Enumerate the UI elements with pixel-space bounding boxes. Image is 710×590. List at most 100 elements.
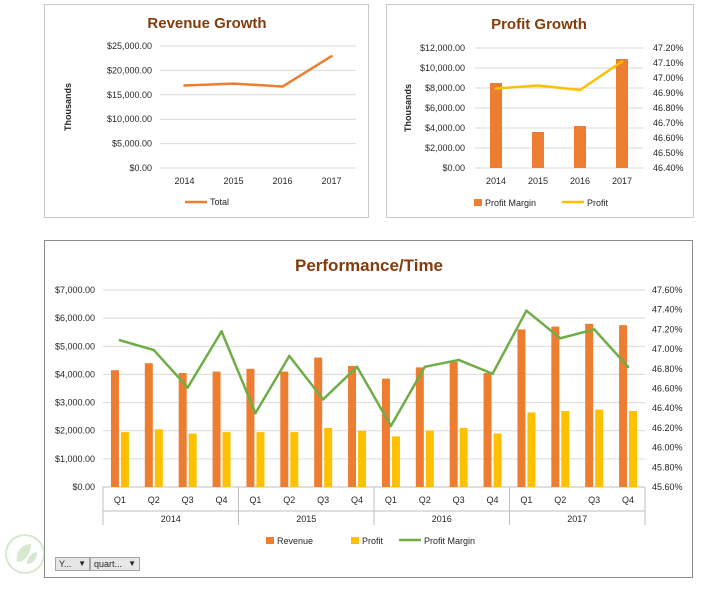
bar-profit (358, 430, 367, 487)
legend-swatch-revenue (266, 537, 274, 544)
y-tick-label: $20,000.00 (107, 65, 152, 75)
x-tick-label: Q4 (351, 495, 363, 505)
x-group-label: 2014 (161, 514, 181, 524)
series-line-profit (495, 60, 623, 92)
chart-title: Performance/Time (295, 256, 443, 275)
bar-revenue (178, 373, 187, 487)
data-point-total (330, 54, 333, 58)
legend-label-revenue: Revenue (277, 536, 313, 546)
legend-label-profit: Profit (587, 198, 609, 208)
y2-tick-label: 46.70% (653, 118, 684, 128)
y-tick-label: $6,000.00 (55, 313, 95, 323)
quarter-filter-button[interactable]: quart... ▼ (90, 557, 140, 571)
performance-time-chart-panel[interactable]: Performance/Time $0.00 $1,000.00 $2,000.00 $… (44, 240, 693, 578)
profit-growth-chart-panel[interactable]: Profit Growth Thousands $0.00 $2,000.00 $4,0… (386, 4, 694, 218)
bar-profit (595, 409, 604, 487)
legend-label-profit-margin: Profit Margin (485, 198, 536, 208)
bar-revenue (449, 361, 458, 487)
y-tick-label: $15,000.00 (107, 90, 152, 100)
bar-revenue (517, 329, 526, 487)
bar-revenue (110, 370, 119, 487)
bar-revenue (314, 357, 323, 487)
y-tick-label: $2,000.00 (425, 143, 465, 153)
x-tick-label: Q1 (114, 495, 126, 505)
bar-profit-margin (532, 132, 544, 168)
bar-profit (120, 432, 129, 487)
data-point-total (281, 85, 284, 88)
quarter-filter-label: quart... (94, 559, 123, 569)
y2-tick-label: 46.60% (652, 384, 683, 394)
x-tick-label: 2014 (174, 176, 194, 186)
y-tick-label: $0.00 (129, 163, 152, 173)
dropdown-arrow-icon: ▼ (128, 559, 136, 568)
bar-revenue (280, 371, 289, 487)
revenue-growth-chart-panel[interactable]: Revenue Growth Thousands $0.00 $5,000.00 $10… (44, 4, 369, 218)
x-group-label: 2017 (567, 514, 587, 524)
x-tick-label: Q1 (249, 495, 261, 505)
x-group-label: 2015 (296, 514, 316, 524)
y2-tick-label: 47.10% (653, 58, 684, 68)
x-tick-label: Q4 (622, 495, 634, 505)
data-point-profit-margin (118, 338, 122, 342)
bar-profit (629, 411, 638, 487)
data-point-profit-margin (152, 348, 156, 352)
data-point-profit-margin (423, 365, 427, 369)
bar-profit-margin (616, 59, 628, 168)
y2-tick-label: 46.50% (653, 148, 684, 158)
legend-swatch-profit (351, 537, 359, 544)
bar-revenue (585, 323, 594, 487)
bar-profit (256, 432, 265, 487)
bar-revenue (415, 367, 424, 487)
data-point-profit (578, 88, 582, 92)
y2-tick-label: 46.90% (653, 88, 684, 98)
data-point-profit-margin (559, 336, 562, 340)
data-point-profit-margin (626, 365, 630, 369)
revenue-growth-chart: Revenue Growth Thousands $0.00 $5,000.00 $10… (63, 15, 356, 207)
y-tick-label: $4,000.00 (425, 123, 465, 133)
y-tick-label: $0.00 (72, 482, 95, 492)
y-tick-label: $0.00 (442, 163, 465, 173)
y-tick-label: $7,000.00 (55, 285, 95, 295)
data-point-profit-margin (491, 372, 494, 376)
y2-tick-label: 47.00% (653, 73, 684, 83)
y-tick-label: $12,000.00 (420, 43, 465, 53)
bar-revenue (348, 365, 357, 487)
chart-title: Profit Growth (491, 16, 587, 33)
data-point-profit-margin (254, 411, 257, 415)
bar-revenue (551, 326, 560, 487)
data-point-total (183, 84, 186, 87)
legend-label-profit-margin: Profit Margin (424, 536, 475, 546)
y2-tick-label: 45.80% (652, 462, 683, 472)
bar-revenue (483, 373, 492, 487)
y-tick-label: $4,000.00 (55, 369, 95, 379)
x-group-label: 2016 (432, 514, 452, 524)
data-point-profit (536, 84, 540, 87)
x-tick-label: Q3 (453, 495, 465, 505)
performance-time-chart: Performance/Time $0.00 $1,000.00 $2,000.00 $… (55, 256, 683, 546)
bar-profit (188, 433, 197, 487)
y-tick-label: $6,000.00 (425, 103, 465, 113)
x-tick-label: Q2 (554, 495, 566, 505)
profit-growth-chart: Profit Growth Thousands $0.00 $2,000.00 $4,0… (403, 16, 684, 208)
bar-profit (222, 432, 231, 487)
y2-tick-label: 46.20% (652, 423, 683, 433)
x-tick-label: Q3 (317, 495, 329, 505)
bar-revenue (144, 363, 153, 487)
chart-title: Revenue Growth (147, 15, 266, 32)
x-tick-label: 2015 (528, 176, 548, 186)
y-tick-label: $1,000.00 (55, 454, 95, 464)
bar-revenue (381, 378, 390, 487)
bar-profit (290, 432, 299, 487)
y2-tick-label: 47.00% (652, 344, 683, 354)
year-filter-button[interactable]: Y... ▼ (55, 557, 90, 571)
bar-profit (459, 427, 468, 487)
bar-profit (391, 436, 400, 487)
y2-tick-label: 46.00% (652, 443, 683, 453)
bar-profit (493, 433, 502, 487)
data-point-profit-margin (355, 365, 359, 369)
data-point-profit-margin (525, 309, 528, 312)
y2-tick-label: 47.60% (652, 285, 683, 295)
data-point-profit-margin (186, 386, 189, 389)
y-tick-label: $2,000.00 (55, 426, 95, 436)
y2-tick-label: 47.20% (653, 43, 684, 53)
